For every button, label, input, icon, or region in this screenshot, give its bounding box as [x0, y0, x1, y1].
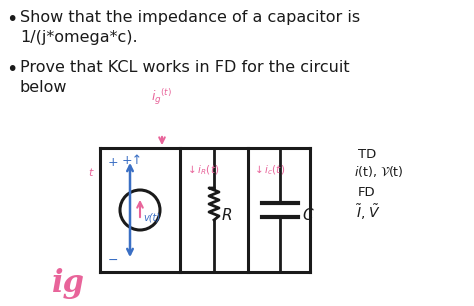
Text: ig: ig	[52, 268, 84, 299]
Text: t: t	[88, 168, 92, 178]
Text: $\mathit{i}$(t), $\mathcal{V}$(t): $\mathit{i}$(t), $\mathcal{V}$(t)	[354, 164, 404, 179]
Text: v(t): v(t)	[143, 213, 160, 223]
Text: $\tilde{I}$, $\tilde{V}$: $\tilde{I}$, $\tilde{V}$	[356, 202, 381, 222]
Text: +: +	[108, 156, 118, 169]
Text: •: •	[6, 10, 18, 29]
Text: •: •	[6, 60, 18, 79]
Text: $\mathit{i_g}^{(t)}$: $\mathit{i_g}^{(t)}$	[152, 87, 173, 107]
Text: R: R	[222, 208, 233, 223]
Text: TD: TD	[358, 148, 376, 161]
Text: FD: FD	[358, 186, 375, 199]
Text: below: below	[20, 80, 67, 95]
Text: Prove that KCL works in FD for the circuit: Prove that KCL works in FD for the circu…	[20, 60, 350, 75]
Text: C: C	[302, 208, 313, 223]
Text: Show that the impedance of a capacitor is: Show that the impedance of a capacitor i…	[20, 10, 360, 25]
Text: +↑: +↑	[121, 154, 143, 167]
Text: 1/(j*omega*c).: 1/(j*omega*c).	[20, 30, 137, 45]
Text: $\mathit{\downarrow i_c(t)}$: $\mathit{\downarrow i_c(t)}$	[252, 163, 285, 177]
Text: −: −	[108, 254, 118, 267]
Text: $\mathit{\downarrow i_R(t)}$: $\mathit{\downarrow i_R(t)}$	[185, 163, 219, 177]
